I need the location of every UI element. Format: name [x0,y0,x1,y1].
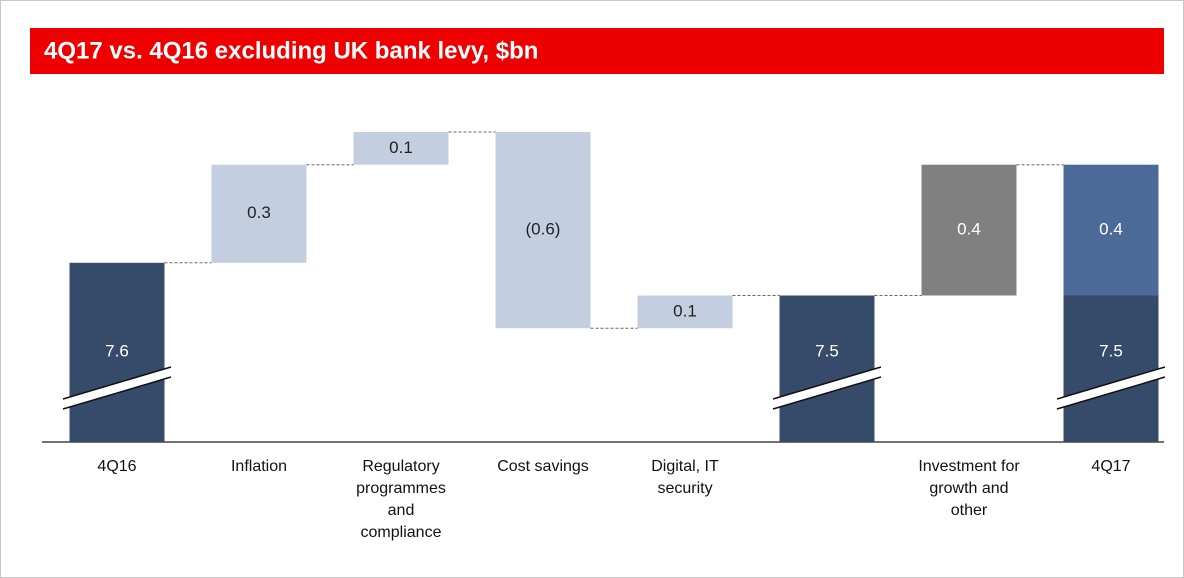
value-label: 7.5 [815,341,839,360]
axis-break-edge [772,366,882,400]
value-label: 0.1 [389,138,413,157]
x-tick-label: Regulatory programmes and compliance [356,458,446,541]
bar [1063,164,1159,296]
axis-break-edge [1056,366,1166,400]
x-tick-label: Digital, IT security [651,458,719,497]
x-tick-label: 4Q16 [97,458,137,475]
x-tick-label: Investment for growth and other [918,458,1020,519]
axis-break-edge [62,366,172,400]
x-tick-label: Inflation [230,458,288,475]
axis-break [771,367,883,409]
value-label: 0.4 [957,220,981,239]
value-label: 0.1 [673,301,697,320]
title-bar [30,28,1164,74]
axis-break [61,367,173,409]
value-label: 7.6 [105,341,129,360]
bar [69,262,165,442]
value-label: 0.3 [247,203,271,222]
x-tick-label: 4Q17 [1091,458,1131,475]
chart-title: 4Q17 vs. 4Q16 excluding UK bank levy, $b… [44,37,538,64]
axis-break [1055,367,1167,409]
value-label: 7.5 [1099,341,1123,360]
bar [495,132,591,329]
axis-break-edge [772,376,882,410]
bar [921,164,1017,296]
bar [211,164,307,263]
value-label: 0.4 [1099,220,1123,239]
bar [779,295,875,442]
x-tick-label: Cost savings [497,458,589,475]
value-label: (0.6) [526,220,561,239]
bar [1063,295,1159,442]
bar [353,132,449,165]
axis-break-edge [1056,376,1166,410]
axis-break-edge [62,376,172,410]
bar [637,295,733,329]
